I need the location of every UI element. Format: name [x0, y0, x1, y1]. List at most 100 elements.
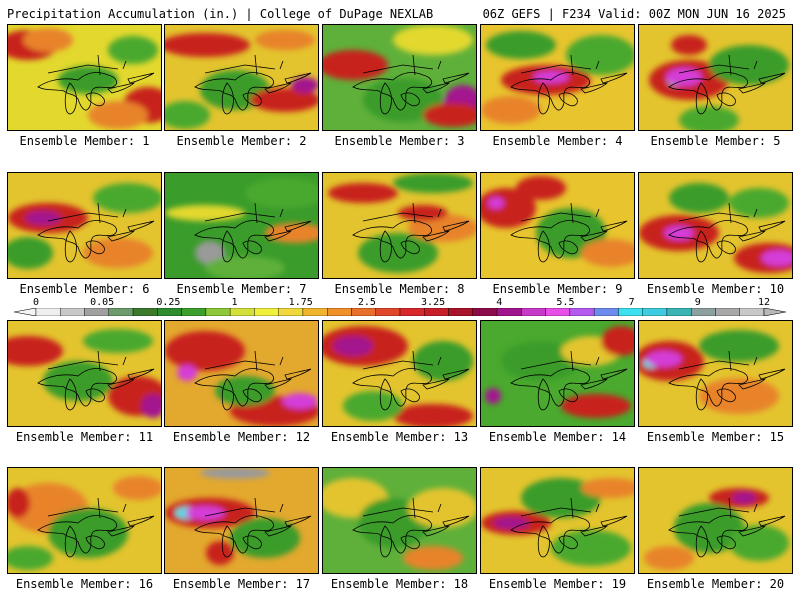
ensemble-member-label: Ensemble Member: 9 [492, 282, 623, 296]
colorbar-label: 1.75 [288, 297, 313, 308]
colorbar-swatch [229, 308, 255, 316]
precip-blob [185, 506, 225, 520]
ensemble-member-label: Ensemble Member: 13 [330, 430, 469, 444]
great-lakes-outline [37, 54, 155, 115]
ensemble-panel: Ensemble Member: 10 [638, 172, 793, 296]
great-lakes-outline [668, 54, 786, 115]
ensemble-member-label: Ensemble Member: 2 [176, 134, 307, 148]
precip-blob [25, 211, 61, 225]
precip-blob [343, 391, 403, 421]
precip-blob [669, 183, 729, 213]
precip-blob [516, 176, 566, 200]
precip-blob [398, 205, 448, 221]
ensemble-panel: Ensemble Member: 3 [322, 24, 477, 148]
colorbar-swatch [205, 308, 231, 316]
precip-blob [485, 388, 501, 404]
precip-blob [113, 476, 161, 500]
great-lakes-outline [194, 350, 312, 411]
colorbar-swatch [642, 308, 668, 316]
ensemble-panel: Ensemble Member: 17 [164, 467, 319, 591]
precip-map [164, 467, 319, 574]
colorbar-swatch [302, 308, 328, 316]
colorbar-swatch [496, 308, 522, 316]
ensemble-panel: Ensemble Member: 1 [7, 24, 162, 148]
colorbar-swatch [132, 308, 158, 316]
precip-map [480, 320, 635, 427]
colorbar-swatch [399, 308, 425, 316]
colorbar-max-arrow [763, 308, 786, 316]
header: Precipitation Accumulation (in.) | Colle… [0, 0, 800, 22]
precip-field [8, 476, 161, 570]
precip-blob [23, 28, 73, 52]
great-lakes-outline [510, 202, 628, 263]
ensemble-panel: Ensemble Member: 2 [164, 24, 319, 148]
colorbar-swatch [666, 308, 692, 316]
ensemble-member-label: Ensemble Member: 10 [646, 282, 785, 296]
precip-map [480, 467, 635, 574]
precip-map [322, 172, 477, 279]
precip-map [638, 24, 793, 131]
ensemble-panel: Ensemble Member: 11 [7, 320, 162, 444]
colorbar-swatch [60, 308, 85, 316]
colorbar-swatch [739, 308, 765, 316]
precip-map [164, 320, 319, 427]
precip-blob [601, 326, 634, 356]
precip-blob [761, 250, 792, 266]
precip-blob [8, 488, 30, 518]
colorbar-swatch [569, 308, 595, 316]
precip-blob [666, 68, 702, 86]
colorbar-swatch [375, 308, 401, 316]
ensemble-panel: Ensemble Member: 6 [7, 172, 162, 296]
precip-map [480, 24, 635, 131]
ensemble-panel: Ensemble Member: 12 [164, 320, 319, 444]
ensemble-panel: Ensemble Member: 15 [638, 320, 793, 444]
precip-map [164, 24, 319, 131]
ensemble-member-label: Ensemble Member: 7 [176, 282, 307, 296]
precip-blob [486, 31, 556, 59]
colorbar-swatch [108, 308, 134, 316]
great-lakes-outline [510, 54, 628, 115]
precip-blob [328, 183, 398, 203]
ensemble-member-label: Ensemble Member: 20 [646, 577, 785, 591]
precip-field [644, 488, 789, 570]
colorbar-swatch [521, 308, 546, 316]
colorbar-swatch [545, 308, 571, 316]
great-lakes-outline [194, 497, 312, 558]
precip-blob [8, 237, 53, 269]
ensemble-member-label: Ensemble Member: 4 [492, 134, 623, 148]
precip-blob [291, 77, 318, 93]
ensemble-member-label: Ensemble Member: 17 [172, 577, 311, 591]
colorbar: 0 0.05 0.25 1 1.75 2.5 3.25 4 5.5 7 9 12 [14, 298, 786, 316]
ensemble-panel: Ensemble Member: 18 [322, 467, 477, 591]
colorbar-label: 0 [32, 297, 40, 308]
colorbar-label: 0.25 [156, 297, 181, 308]
ensemble-panel: Ensemble Member: 16 [7, 467, 162, 591]
colorbar-label: 0.05 [90, 297, 115, 308]
precip-field [649, 35, 789, 130]
precip-field [323, 478, 476, 570]
precip-blob [699, 330, 779, 362]
great-lakes-outline [352, 202, 470, 263]
precip-blob [8, 336, 63, 366]
great-lakes-outline [668, 497, 786, 558]
precip-blob [48, 508, 128, 558]
ensemble-member-label: Ensemble Member: 8 [334, 282, 465, 296]
ensemble-member-label: Ensemble Member: 3 [334, 134, 465, 148]
precip-blob [408, 214, 476, 242]
precip-blob [165, 331, 245, 371]
precip-blob [566, 35, 634, 75]
ensemble-panel: Ensemble Member: 9 [480, 172, 635, 296]
colorbar-swatch [157, 308, 182, 316]
precip-blob [671, 35, 707, 55]
precip-map [322, 320, 477, 427]
colorbar-label: 12 [757, 297, 771, 308]
colorbar-swatch [35, 308, 61, 316]
ensemble-panel: Ensemble Member: 8 [322, 172, 477, 296]
precip-blob [551, 530, 631, 566]
great-lakes-outline [510, 497, 628, 558]
precip-field [8, 183, 161, 269]
precip-blob [481, 96, 541, 124]
colorbar-swatch [424, 308, 449, 316]
precip-blob [646, 351, 682, 367]
ensemble-member-label: Ensemble Member: 14 [488, 430, 627, 444]
